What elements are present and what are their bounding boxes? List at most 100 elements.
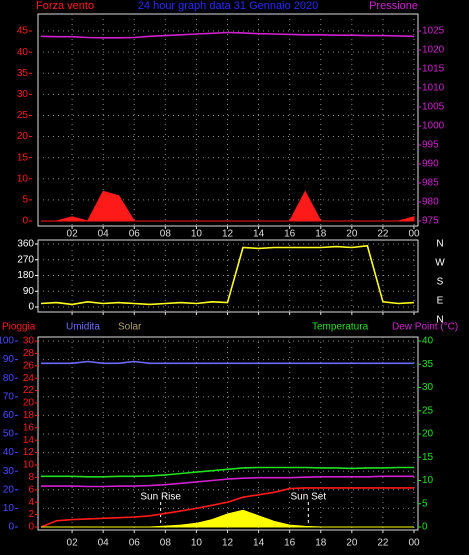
y-tick-label: 45: [17, 26, 29, 37]
y-tick-label: 60: [3, 410, 15, 421]
legend-label: Solar: [118, 322, 142, 333]
x-tick-label: 04: [98, 538, 110, 549]
y-tick-label: 20: [17, 131, 29, 142]
y-axis-title: Forza vento: [36, 0, 94, 12]
y-tick-label: 360: [17, 239, 34, 250]
x-tick-label: 12: [222, 538, 234, 549]
series-line: [40, 244, 415, 306]
y-tick-label: 80: [3, 373, 15, 384]
x-tick-label: 08: [160, 229, 172, 240]
x-tick-label: 12: [222, 229, 234, 240]
series-line: [41, 475, 414, 488]
y-tick-label: 10: [422, 475, 434, 486]
x-tick-label: 00: [408, 229, 420, 240]
y-tick-label: 995: [422, 140, 439, 151]
chart-title: 24 hour graph data 31 Gennaio 2020: [138, 0, 318, 12]
x-tick-label: 04: [98, 229, 110, 240]
y-tick-label: 100: [0, 336, 14, 347]
y-tick-label: 0: [422, 522, 428, 533]
y-tick-label: 40: [17, 47, 29, 58]
y-tick-label: W: [435, 258, 445, 269]
y-tick-label: 5: [22, 195, 28, 206]
y-tick-label: 15: [422, 452, 434, 463]
y-tick-label: 50: [3, 429, 15, 440]
y-tick-label: 90: [23, 286, 35, 297]
y-tick-label: 70: [3, 391, 15, 402]
x-tick-label: 02: [67, 229, 79, 240]
legend-label: Temperatura: [312, 322, 369, 333]
y-tick-label: 985: [422, 178, 439, 189]
y-tick-label: 15: [17, 152, 29, 163]
x-tick-label: 18: [315, 538, 327, 549]
series-line: [41, 466, 414, 478]
y-tick-label: 0: [28, 522, 34, 533]
x-tick-label: 20: [346, 538, 358, 549]
y-tick-label: 12: [23, 447, 35, 458]
x-tick-label: 06: [129, 229, 141, 240]
y-tick-label: 90: [3, 354, 15, 365]
y-tick-label: 1005: [422, 102, 445, 113]
x-tick-label: 14: [253, 538, 265, 549]
x-tick-label: 00: [408, 538, 420, 549]
y-tick-label: 35: [17, 68, 29, 79]
y-tick-label: 10: [23, 460, 35, 471]
y-tick-label: 35: [422, 359, 434, 370]
y2-axis-title: Pressione: [369, 0, 418, 12]
y-tick-label: 0: [28, 302, 34, 313]
y-tick-label: 25: [422, 405, 434, 416]
y-tick-label: 26: [23, 360, 35, 371]
series-line: [40, 487, 414, 528]
series-area: [41, 190, 415, 222]
y-tick-label: 1010: [422, 83, 445, 94]
x-tick-label: 14: [253, 229, 265, 240]
legend-label: Pioggia: [2, 322, 36, 333]
y-tick-label: 10: [17, 173, 29, 184]
x-tick-label: 06: [129, 538, 141, 549]
y-tick-label: 30: [23, 336, 35, 347]
y-tick-label: 16: [23, 422, 35, 433]
y-tick-label: 30: [17, 89, 29, 100]
y-tick-label: 20: [23, 398, 35, 409]
y-tick-label: 25: [17, 110, 29, 121]
annotation: Sun Set: [291, 492, 327, 503]
y-tick-label: 5: [422, 498, 428, 509]
x-tick-label: 20: [346, 229, 358, 240]
y-tick-label: 1015: [422, 64, 445, 75]
y-tick-label: 180: [17, 270, 34, 281]
y-tick-label: 20: [3, 484, 15, 495]
x-tick-label: 22: [377, 229, 389, 240]
y-tick-label: 20: [422, 429, 434, 440]
x-tick-label: 18: [315, 229, 327, 240]
y-tick-label: 1020: [422, 45, 445, 56]
x-tick-label: 22: [377, 538, 389, 549]
y-tick-label: 4: [28, 497, 34, 508]
y-tick-label: N: [436, 315, 443, 326]
y-tick-label: 30: [3, 466, 15, 477]
legend-label: Dew Point (°C): [392, 322, 458, 333]
x-tick-label: 16: [284, 229, 296, 240]
y-tick-label: 30: [422, 382, 434, 393]
y-tick-label: S: [437, 277, 444, 288]
series-area: [41, 509, 414, 528]
x-tick-label: 08: [160, 538, 172, 549]
y-tick-label: 24: [23, 373, 35, 384]
y-tick-label: 990: [422, 159, 439, 170]
y-tick-label: 22: [23, 385, 35, 396]
annotation: Sun Rise: [140, 492, 181, 503]
y-tick-label: E: [437, 296, 444, 307]
y-tick-label: 28: [23, 348, 35, 359]
x-tick-label: 10: [191, 229, 203, 240]
y-tick-label: 40: [422, 336, 434, 347]
y-tick-label: 0: [8, 522, 14, 533]
y-tick-label: 975: [422, 216, 439, 227]
y-tick-label: 18: [23, 410, 35, 421]
y-tick-label: 1000: [422, 121, 445, 132]
x-tick-label: 02: [67, 538, 79, 549]
x-tick-label: 10: [191, 538, 203, 549]
x-tick-label: 16: [284, 538, 296, 549]
y-tick-label: 2: [28, 509, 34, 520]
y-tick-label: 40: [3, 447, 15, 458]
y-tick-label: 6: [28, 484, 34, 495]
y-tick-label: 10: [3, 503, 15, 514]
